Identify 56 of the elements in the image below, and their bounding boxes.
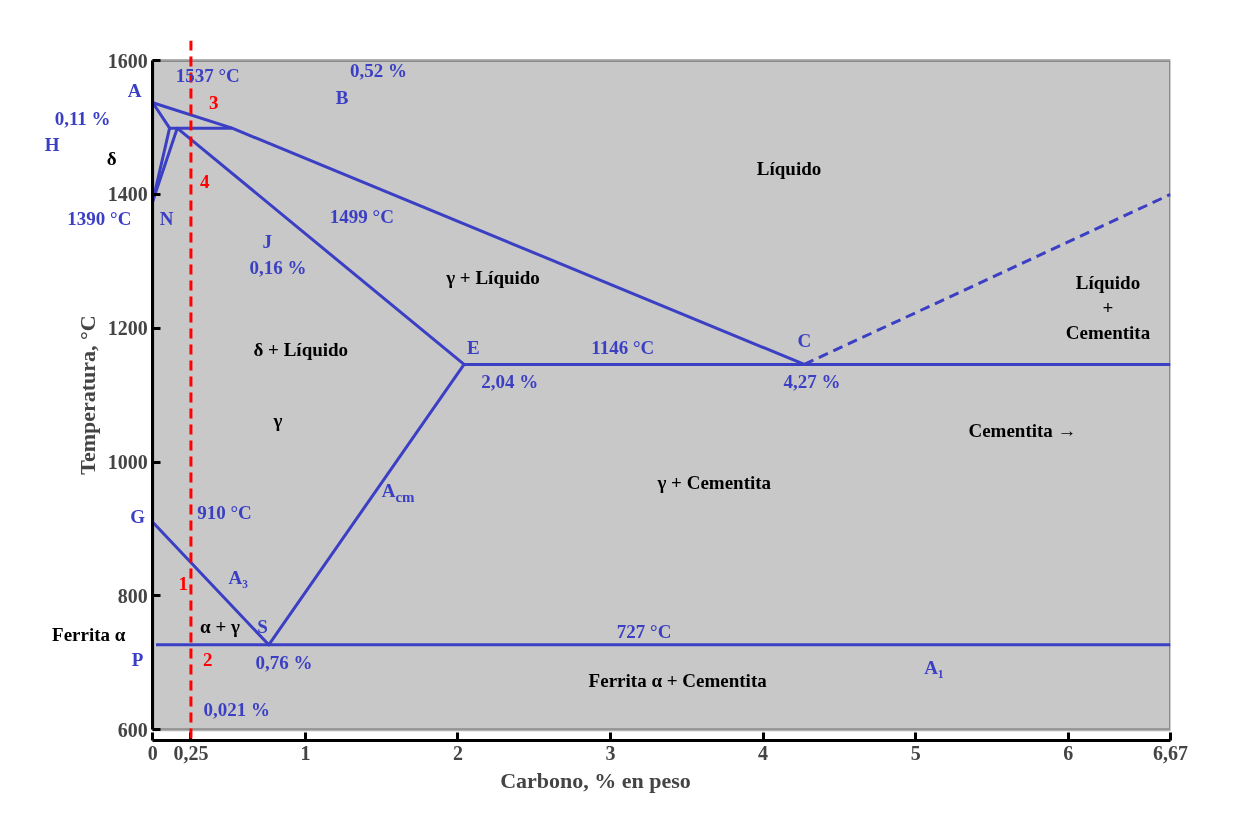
x-tick-label: 6,67: [1153, 741, 1188, 764]
annotation: 0,52 %: [350, 60, 408, 82]
text: 0,11 %: [54, 107, 111, 129]
x-tick-label: 0,25: [173, 741, 209, 764]
annotation: Líquido: [756, 157, 822, 179]
annotation: 0,76 %: [255, 651, 313, 673]
annotation: J: [262, 231, 272, 253]
annotation: A₃: [228, 566, 249, 588]
annotation: Líquido + Cementita: [1065, 271, 1151, 344]
text: G: [130, 505, 146, 527]
y-axis-title: Temperatura, °C: [74, 315, 100, 475]
y-tick-label: 800: [117, 584, 148, 607]
annotation: γ + Cementita: [656, 472, 772, 494]
annotation: γ + Líquido: [445, 266, 540, 288]
text: H: [44, 133, 60, 155]
x-tick-label: 1: [300, 741, 311, 764]
annotation: 4,27 %: [783, 371, 841, 393]
annotation: δ + Líquido: [253, 339, 349, 361]
y-tick-label: 1000: [107, 451, 148, 474]
x-tick-label: 0: [147, 741, 158, 764]
text: P: [131, 649, 144, 671]
annotation: γ: [272, 410, 283, 432]
annotation: 727 °C: [616, 620, 672, 642]
annotation: 3: [209, 92, 219, 114]
annotation: 1: [178, 573, 189, 595]
annotation: 0,021 %: [203, 699, 270, 721]
x-tick-label: 6: [1063, 741, 1074, 764]
annotation: 910 °C: [197, 501, 252, 523]
annotation: Ferrita α + Cementita: [588, 669, 768, 691]
x-tick-label: 2: [452, 741, 463, 764]
annotation: B: [335, 86, 349, 108]
text: Ferrita α: [52, 623, 126, 645]
x-axis-title: Carbono, % en peso: [500, 767, 691, 793]
annotation: N: [159, 208, 174, 230]
annotation: A₁: [924, 657, 944, 679]
annotation: Cementita →: [968, 420, 1077, 442]
annotation: 4: [199, 170, 210, 192]
annotation: C: [797, 329, 812, 351]
x-tick-label: 4: [758, 741, 769, 764]
y-tick-label: 600: [117, 718, 148, 741]
y-tick-label: 1600: [107, 49, 148, 72]
annotation: 1146 °C: [591, 336, 655, 358]
y-tick-label: 1200: [107, 317, 148, 340]
x-tick-label: 3: [605, 741, 616, 764]
annotation: 2: [202, 649, 213, 671]
text: δ: [106, 147, 117, 169]
y-tick-label: 1400: [107, 183, 148, 206]
annotation: 0,16 %: [249, 256, 307, 278]
text: A: [127, 79, 142, 101]
x-tick-label: 5: [910, 741, 921, 764]
annotation: 1499 °C: [329, 206, 394, 227]
annotation: 2,04 %: [481, 371, 539, 393]
annotation: α + γ: [200, 615, 240, 637]
annotation: S: [257, 615, 268, 637]
text: 1390 °C: [67, 208, 132, 230]
annotation: E: [466, 336, 480, 358]
